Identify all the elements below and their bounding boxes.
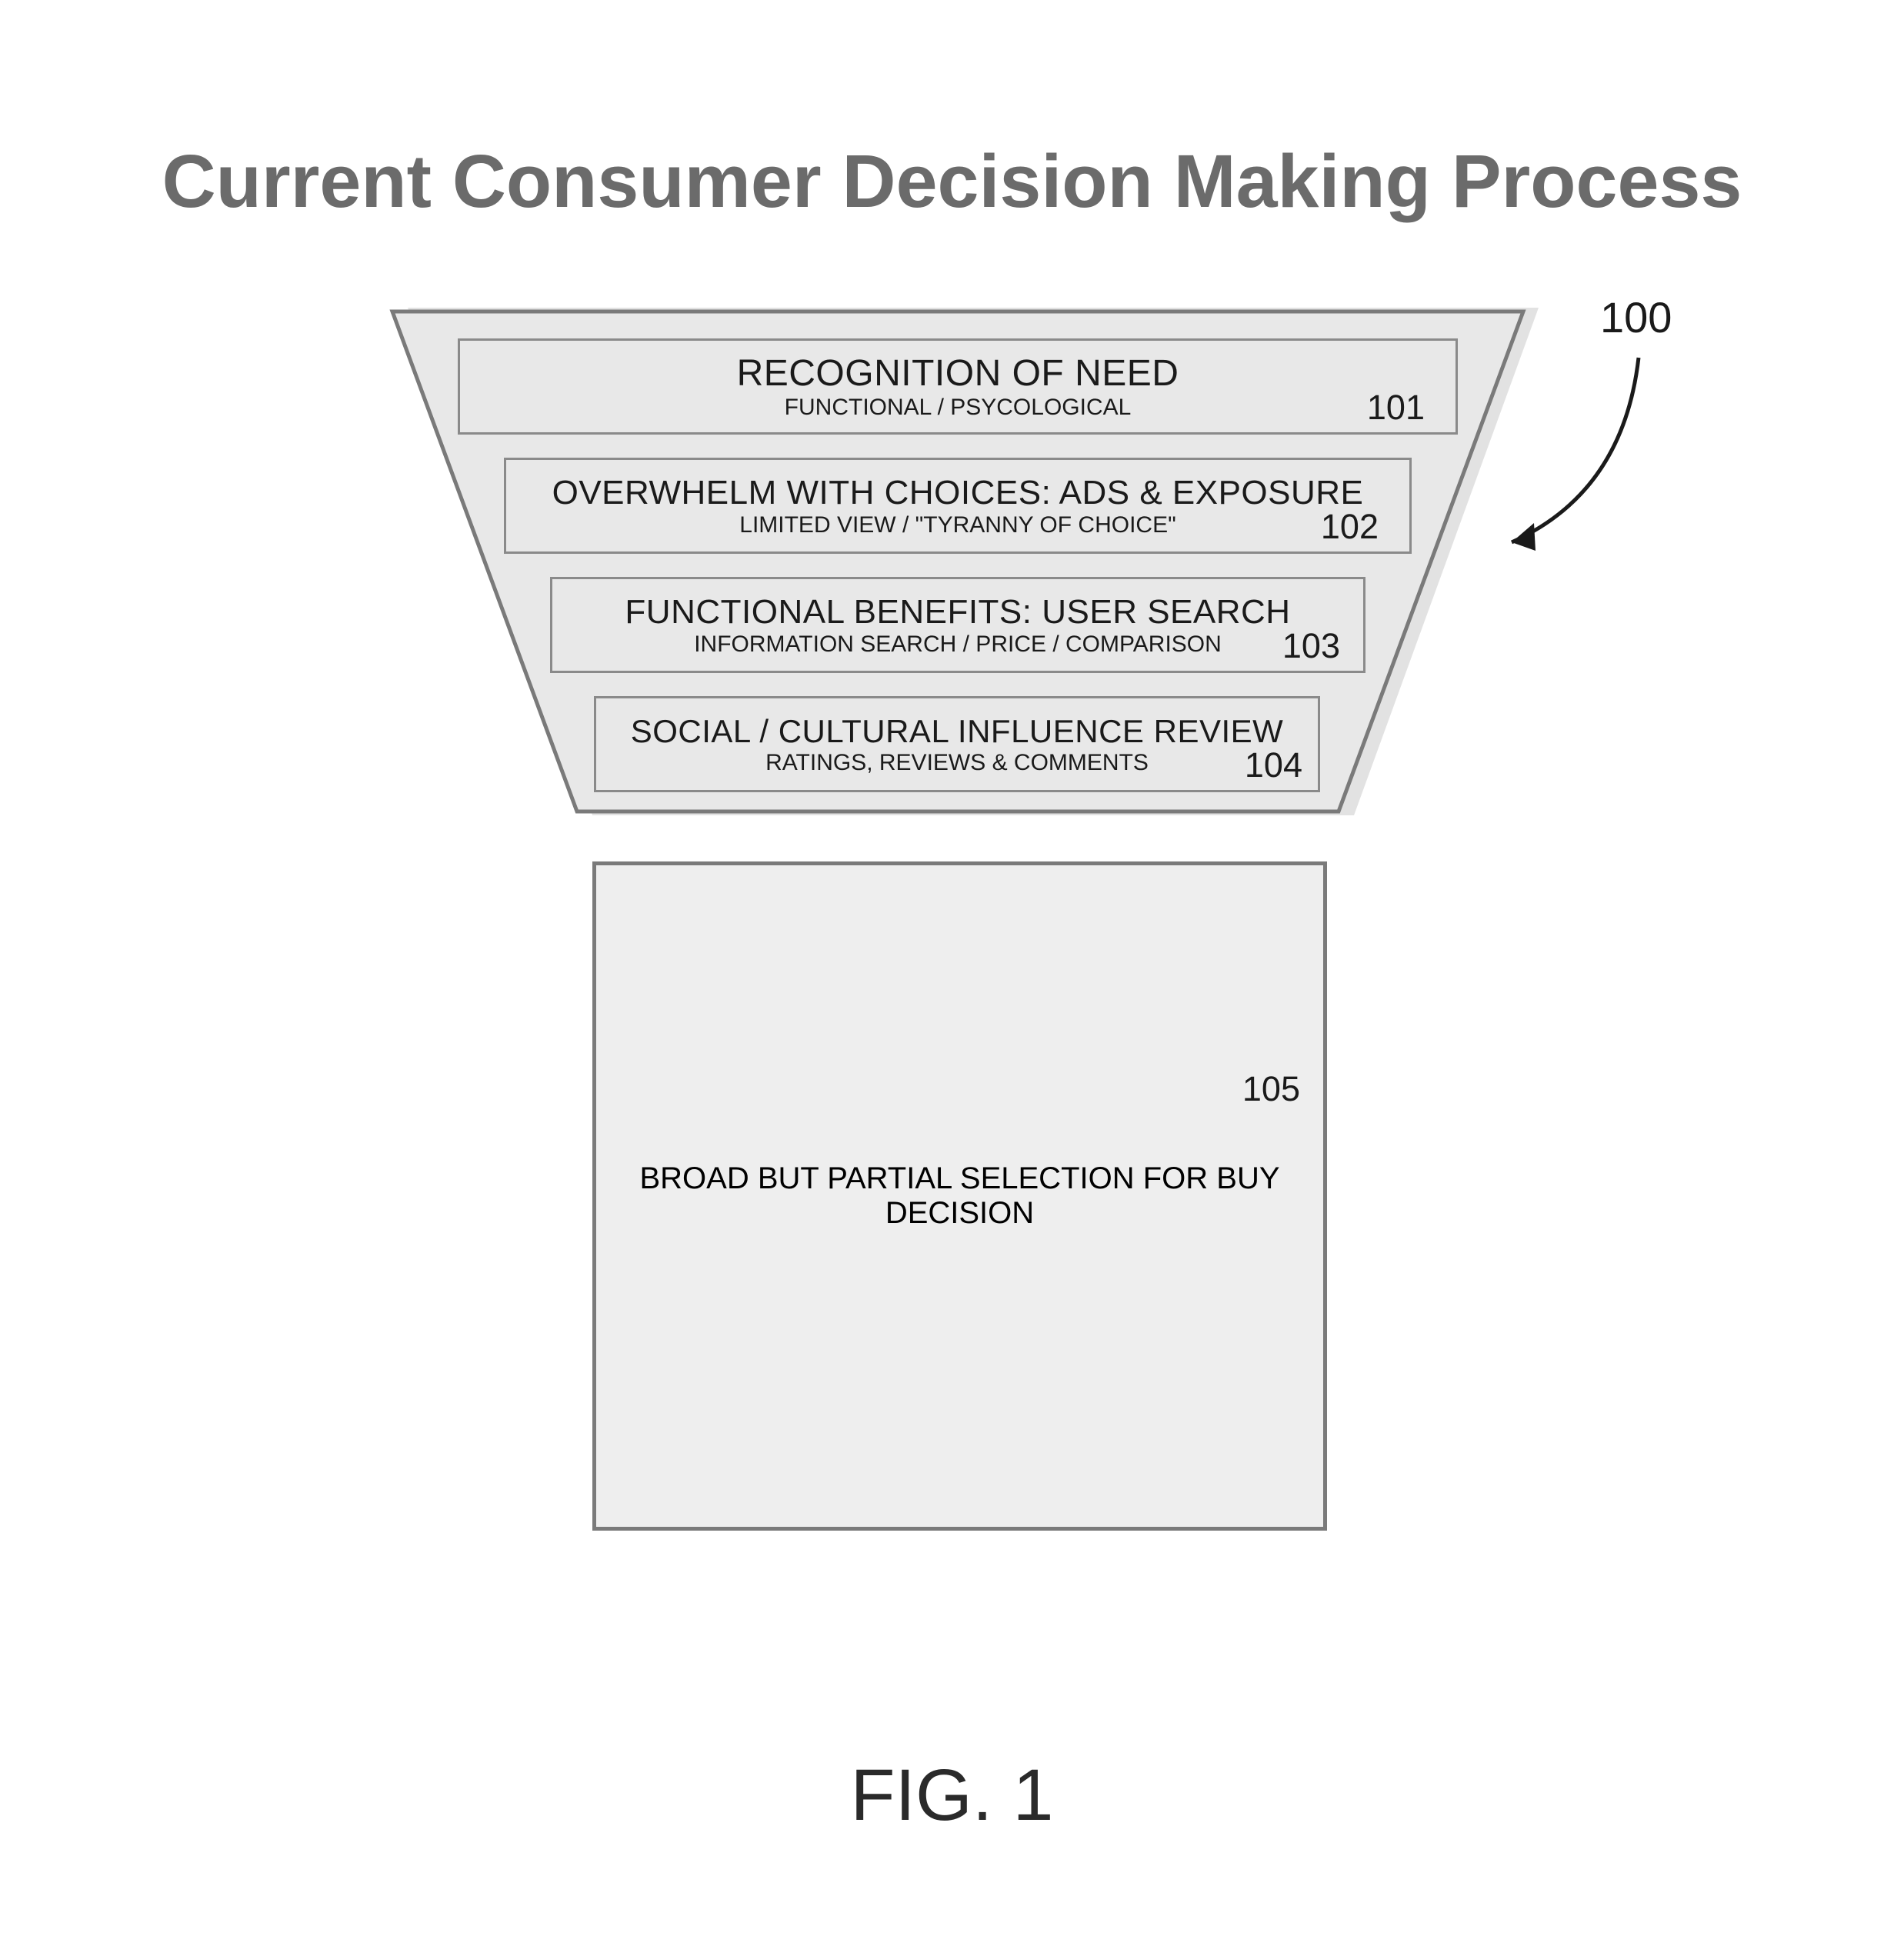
stage-ref-2: 102 [1321,507,1379,547]
outcome-ref-number: 105 [1242,1069,1300,1109]
stage-box-4: SOCIAL / CULTURAL INFLUENCE REVIEWRATING… [594,696,1320,792]
stage-ref-3: 103 [1282,626,1340,666]
stage-subtitle-2: LIMITED VIEW / "TYRANNY OF CHOICE" [739,512,1175,538]
stage-title-2: OVERWHELM WITH CHOICES: ADS & EXPOSURE [552,474,1364,512]
stage-title-3: FUNCTIONAL BENEFITS: USER SEARCH [625,593,1290,631]
stage-ref-4: 104 [1245,745,1302,785]
reference-number-100: 100 [1600,292,1672,342]
stage-title-4: SOCIAL / CULTURAL INFLUENCE REVIEW [631,713,1284,750]
stage-subtitle-3: INFORMATION SEARCH / PRICE / COMPARISON [694,631,1222,658]
outcome-text: BROAD BUT PARTIAL SELECTION FOR BUY DECI… [596,1161,1323,1231]
stage-box-3: FUNCTIONAL BENEFITS: USER SEARCHINFORMAT… [550,577,1365,673]
reference-arrow-path [1512,358,1639,542]
stage-subtitle-1: FUNCTIONAL / PSYCOLOGICAL [785,395,1132,421]
figure-label: FIG. 1 [0,1754,1904,1838]
reference-arrow-head [1512,523,1536,551]
outcome-box: 105 BROAD BUT PARTIAL SELECTION FOR BUY … [592,861,1327,1531]
stage-title-1: RECOGNITION OF NEED [737,352,1179,395]
stage-ref-1: 101 [1367,388,1425,428]
stage-box-1: RECOGNITION OF NEEDFUNCTIONAL / PSYCOLOG… [458,338,1458,435]
stage-subtitle-4: RATINGS, REVIEWS & COMMENTS [765,750,1149,776]
stage-box-2: OVERWHELM WITH CHOICES: ADS & EXPOSURELI… [504,458,1412,554]
